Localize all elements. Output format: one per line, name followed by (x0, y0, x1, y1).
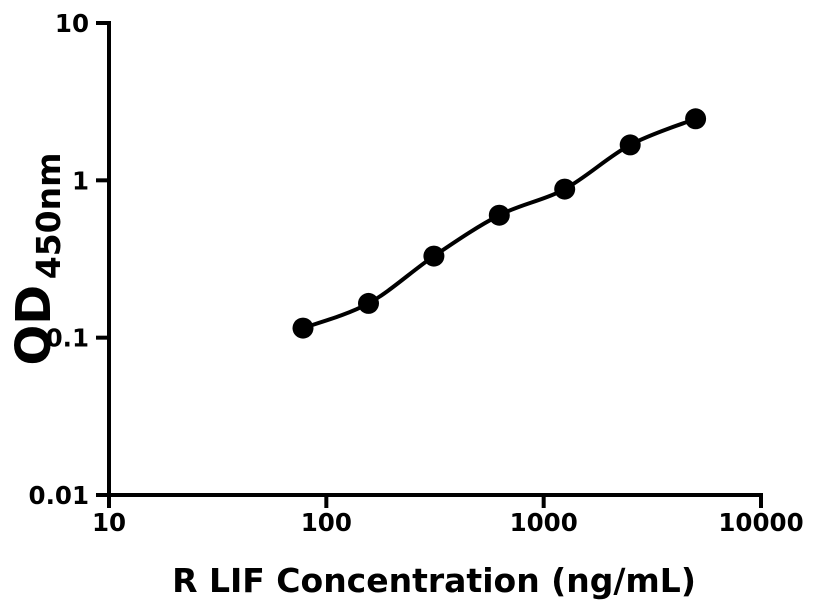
data-point (358, 292, 379, 314)
x-tick-label: 10 (92, 508, 126, 537)
x-axis-title: R LIF Concentration (ng/mL) (172, 561, 696, 600)
y-axis-title: OD 450nm (6, 153, 68, 366)
x-tick-label: 1000 (510, 508, 578, 537)
y-axis-title-main: OD (6, 285, 62, 366)
data-point (685, 108, 707, 130)
y-tick-label: 10 (55, 9, 89, 38)
data-point (619, 134, 641, 156)
axis-ticks (96, 21, 763, 508)
data-point (554, 178, 576, 200)
y-tick-label: 1 (72, 166, 89, 195)
data-point (423, 245, 445, 267)
data-point (292, 317, 314, 339)
data-point (488, 204, 510, 226)
x-tick-label: 10000 (718, 508, 803, 537)
x-tick-label: 100 (301, 508, 352, 537)
axes (107, 21, 763, 497)
y-tick-label: 0.01 (29, 481, 89, 510)
y-axis-title-subscript: 450nm (29, 153, 68, 280)
axis-tick-labels: 10 100 1000 10000 10 1 0.1 0.01 (29, 9, 804, 537)
y-tick-label: 0.1 (46, 324, 89, 353)
data-series (292, 108, 707, 339)
